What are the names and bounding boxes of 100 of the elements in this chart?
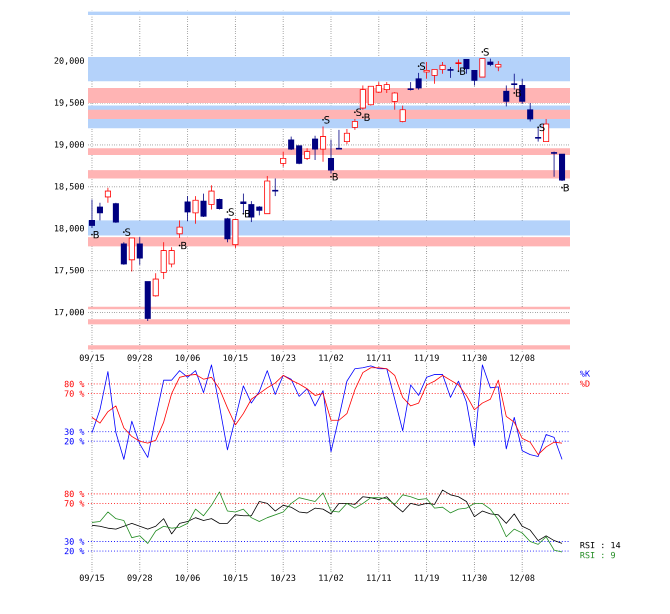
candlestick	[543, 118, 550, 142]
candlestick	[160, 242, 167, 280]
y-tick-label: 80 %	[64, 490, 84, 498]
data-label: S	[356, 108, 362, 116]
candlestick	[224, 217, 230, 243]
x-tick-label: 10/15	[224, 574, 248, 582]
y-tick-label: 70 %	[64, 390, 84, 397]
x-tick-label: 11/19	[414, 354, 439, 362]
candlestick	[216, 198, 222, 210]
candlestick	[280, 151, 286, 168]
y-tick-label: 18,000	[54, 225, 84, 233]
candlestick	[256, 206, 262, 216]
candlestick	[527, 102, 534, 122]
candlestick	[368, 86, 374, 106]
candlestick	[360, 85, 366, 110]
y-tick-label: 19,500	[54, 99, 84, 107]
candlestick	[152, 272, 159, 298]
data-label: S	[228, 208, 234, 216]
y-tick-label: 19,000	[54, 141, 84, 149]
x-tick-label: 12/08	[510, 574, 534, 582]
x-tick-label: 09/28	[128, 354, 152, 362]
data-label: S	[125, 228, 130, 236]
y-tick-label: 70 %	[64, 500, 84, 507]
x-tick-label: 11/30	[462, 574, 487, 582]
text: RSI : 9	[580, 552, 615, 558]
data-label: B	[332, 173, 338, 180]
candlestick	[535, 126, 542, 142]
candlestick	[440, 62, 446, 74]
text: RSI : 14	[580, 542, 620, 548]
candlestick	[192, 196, 199, 224]
text: %D	[580, 380, 590, 387]
candlestick	[208, 184, 215, 210]
y-tick-label: 20 %	[64, 438, 84, 444]
candlestick	[96, 202, 103, 221]
y-tick-label: 17,000	[54, 308, 84, 316]
x-tick-label: 10/23	[271, 574, 296, 582]
candlestick	[112, 202, 119, 224]
candlestick	[495, 60, 502, 72]
candlestick	[104, 187, 111, 204]
candlestick	[432, 69, 438, 84]
x-tick-label: 10/06	[176, 354, 200, 362]
x-tick-label: 11/19	[414, 574, 439, 582]
data-label: B	[564, 184, 569, 192]
candlestick	[176, 220, 183, 238]
y-tick-label: 80 %	[64, 380, 84, 388]
candlestick	[184, 196, 191, 222]
x-tick-label: 12/08	[510, 354, 534, 362]
candlestick	[400, 105, 406, 123]
candlestick	[88, 199, 96, 228]
candlestick	[304, 148, 310, 160]
candlestick	[296, 145, 302, 165]
data-label: B	[94, 231, 99, 238]
candlestick	[519, 78, 526, 104]
x-tick-label: 11/02	[319, 574, 344, 582]
candlestick	[120, 242, 127, 266]
x-tick-label: 09/15	[80, 574, 104, 582]
x-tick-label: 11/11	[367, 354, 391, 362]
candlestick	[503, 85, 510, 107]
candlestick	[344, 128, 350, 145]
candlestick	[392, 92, 398, 110]
candlestick	[168, 246, 175, 268]
x-tick-label: 10/23	[271, 354, 296, 362]
text: %K	[580, 370, 590, 377]
candlestick	[288, 136, 294, 150]
data-label: S	[420, 62, 426, 70]
candlestick	[336, 129, 342, 150]
candlestick	[352, 118, 358, 130]
x-tick-label: 11/02	[319, 354, 344, 362]
candlestick	[328, 140, 334, 174]
candlestick	[447, 66, 454, 78]
x-tick-label: 09/28	[128, 574, 152, 582]
candlestick	[479, 58, 486, 78]
candlestick	[136, 236, 143, 266]
x-tick-label: 11/11	[367, 574, 391, 582]
data-label: B	[181, 242, 186, 250]
x-tick-label: 09/15	[80, 354, 104, 362]
candlestick	[416, 72, 422, 90]
x-tick-label: 10/06	[176, 574, 200, 582]
candlestick	[128, 238, 135, 272]
candlestick	[551, 151, 558, 178]
y-tick-label: 20,000	[54, 57, 84, 65]
candlestick	[320, 126, 326, 162]
candlestick	[312, 135, 318, 160]
candlestick	[511, 73, 518, 90]
candlestick	[200, 193, 207, 218]
y-tick-label: 30 %	[64, 428, 84, 435]
data-label: S	[484, 48, 489, 56]
candlestick	[240, 193, 246, 214]
data-label: B	[460, 68, 466, 75]
y-tick-label: 20 %	[64, 548, 84, 554]
y-tick-label: 30 %	[64, 538, 84, 545]
candlestick	[272, 178, 278, 196]
x-tick-label: 10/15	[224, 354, 248, 362]
x-tick-label: 11/30	[462, 354, 487, 362]
y-tick-label: 18,500	[54, 183, 84, 191]
data-label: S	[324, 116, 330, 124]
y-tick-label: 17,500	[54, 266, 84, 274]
data-label: B	[364, 114, 370, 121]
candlestick	[455, 59, 462, 71]
candlestick	[424, 62, 430, 80]
